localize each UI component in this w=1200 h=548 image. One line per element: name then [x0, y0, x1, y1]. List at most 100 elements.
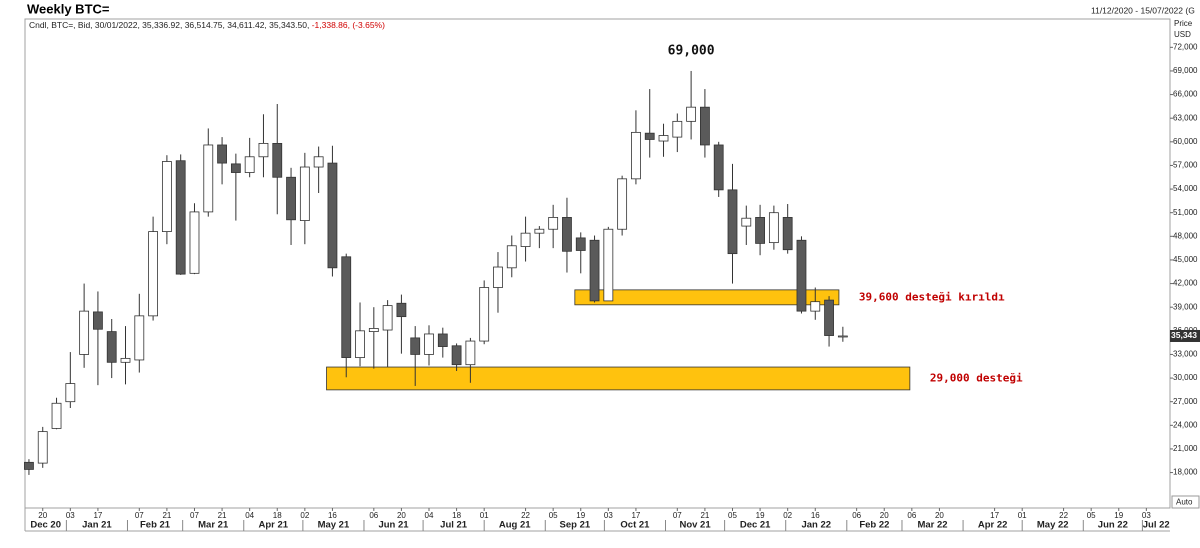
zone-label: 39,600 desteği kırıldı — [859, 290, 1005, 303]
candle-body — [424, 333, 434, 355]
candle-body — [493, 266, 503, 288]
candle-body — [631, 131, 641, 180]
x-tick-label: 17 — [93, 511, 102, 520]
candle-body — [24, 461, 34, 470]
y-tick-label: 69,000 — [1173, 66, 1198, 75]
month-label: May 21 — [318, 520, 350, 531]
x-tick-label: 20 — [397, 511, 406, 520]
x-tick-label: 19 — [1114, 511, 1123, 520]
month-label: Feb 22 — [859, 520, 889, 531]
candle-body — [272, 142, 283, 178]
x-tick-label: 06 — [907, 511, 916, 520]
candle-body — [451, 345, 462, 366]
y-tick-label: 24,000 — [1173, 420, 1198, 429]
candle-body — [148, 231, 158, 317]
month-label: Apr 22 — [978, 520, 1008, 531]
auto-button[interactable] — [1171, 495, 1200, 509]
candle-body — [51, 402, 62, 429]
y-axis-label: Price — [1174, 19, 1193, 28]
y-tick-label: 57,000 — [1173, 161, 1198, 170]
candle-body — [65, 383, 76, 403]
candle-body — [617, 178, 628, 230]
x-tick-label: 17 — [631, 511, 640, 520]
candle-body — [217, 144, 227, 164]
x-tick-label: 21 — [218, 511, 227, 520]
candle-body — [810, 301, 821, 312]
x-tick-label: 02 — [300, 511, 309, 520]
y-tick-label: 21,000 — [1173, 444, 1198, 453]
x-tick-label: 22 — [1059, 511, 1068, 520]
zone-label: 29,000 desteği — [930, 371, 1023, 384]
candle-body — [589, 239, 600, 302]
x-tick-label: 22 — [521, 511, 530, 520]
month-label: Apr 21 — [259, 520, 289, 531]
y-tick-label: 51,000 — [1173, 208, 1198, 217]
y-tick-label: 30,000 — [1173, 373, 1198, 382]
y-tick-label: 18,000 — [1173, 468, 1198, 477]
candle-body — [355, 330, 365, 358]
candle-body — [796, 239, 807, 312]
last-price-box — [1170, 329, 1200, 342]
month-label: Mar 22 — [917, 520, 947, 531]
month-label: Mar 21 — [198, 520, 229, 531]
y-tick-label: 45,000 — [1173, 255, 1198, 264]
candle-body — [644, 132, 655, 140]
y-tick-label: 72,000 — [1173, 42, 1198, 51]
candle-body — [230, 163, 241, 173]
auto-label[interactable]: Auto — [1176, 498, 1193, 507]
y-tick-label: 48,000 — [1173, 231, 1198, 240]
candle-body — [203, 144, 214, 213]
month-label: Feb 21 — [140, 520, 171, 531]
x-tick-label: 17 — [990, 511, 999, 520]
candle-body — [782, 217, 793, 251]
support-zone — [574, 289, 840, 306]
x-tick-label: 04 — [425, 511, 434, 520]
x-tick-label: 21 — [700, 511, 709, 520]
y-tick-label: 33,000 — [1173, 350, 1198, 359]
legend-change: -1,338.86, (-3.65%) — [312, 20, 385, 30]
y-axis-unit: USD — [1174, 30, 1191, 39]
candle-body — [837, 335, 848, 338]
x-tick-label: 19 — [756, 511, 765, 520]
month-label: Oct 21 — [620, 520, 650, 531]
candle-body — [244, 156, 255, 173]
x-tick-label: 18 — [273, 511, 282, 520]
x-tick-label: 05 — [728, 511, 737, 520]
chart-title: Weekly BTC= — [27, 1, 110, 16]
x-tick-label: 05 — [549, 511, 558, 520]
candle-body — [341, 256, 352, 358]
x-tick-label: 19 — [576, 511, 585, 520]
x-tick-label: 03 — [604, 511, 613, 520]
candle-body — [286, 176, 296, 221]
candle-body — [299, 166, 310, 221]
x-tick-label: 03 — [66, 511, 75, 520]
month-label: Jun 22 — [1098, 520, 1128, 531]
x-tick-label: 07 — [190, 511, 199, 520]
candle-body — [134, 315, 145, 361]
x-tick-label: 07 — [673, 511, 682, 520]
candle-body — [548, 217, 559, 230]
y-tick-label: 66,000 — [1173, 90, 1198, 99]
y-tick-label: 27,000 — [1173, 397, 1198, 406]
x-tick-label: 01 — [480, 511, 489, 520]
month-label: Jun 21 — [378, 520, 409, 531]
candle-body — [79, 310, 90, 355]
month-label: Dec 21 — [740, 520, 771, 531]
candle-body — [37, 431, 48, 464]
x-tick-label: 05 — [1087, 511, 1096, 520]
month-label: Jan 22 — [801, 520, 831, 531]
x-tick-label: 20 — [38, 511, 47, 520]
legend-values: Cndl, BTC=, Bid, 30/01/2022, 35,336.92, … — [29, 20, 309, 30]
candle-body — [741, 217, 752, 227]
candle-body — [479, 287, 490, 342]
candle-body — [686, 106, 697, 122]
candle-body — [824, 299, 834, 336]
candle-body — [410, 337, 421, 355]
annotation: 69,000 — [668, 43, 715, 58]
candle-body — [700, 106, 710, 146]
month-label: Nov 21 — [679, 520, 711, 531]
date-range: 11/12/2020 - 15/07/2022 (G — [1091, 5, 1195, 15]
candle-body — [603, 228, 614, 302]
x-tick-label: 04 — [245, 511, 254, 520]
